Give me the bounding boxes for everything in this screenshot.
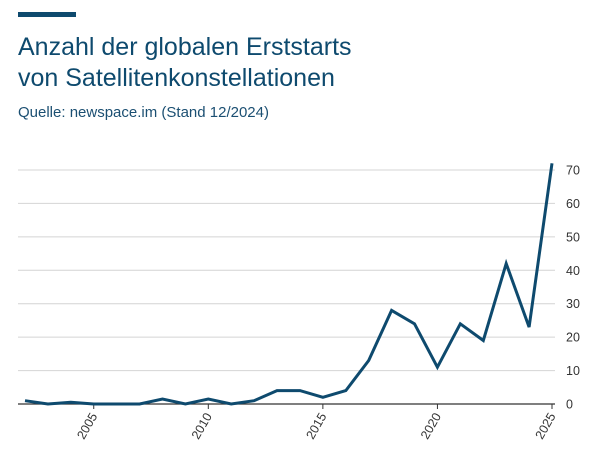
x-tick-label: 2025 <box>533 410 559 441</box>
chart-title-line2: von Satellitenkonstellationen <box>18 64 335 92</box>
x-tick-labels: 2005 2010 2015 2020 2025 <box>74 404 559 442</box>
y-tick-label: 40 <box>566 264 580 278</box>
y-tick-label: 20 <box>566 331 580 345</box>
accent-bar <box>18 12 76 17</box>
chart-title-line1: Anzahl der globalen Erststarts <box>18 33 352 61</box>
y-tick-label: 50 <box>566 230 580 244</box>
y-tick-label: 70 <box>566 164 580 178</box>
y-tick-label: 60 <box>566 197 580 211</box>
x-tick-label: 2015 <box>303 410 329 441</box>
chart-source: Quelle: newspace.im (Stand 12/2024) <box>18 104 269 121</box>
series-layer <box>24 163 554 406</box>
y-tick-label: 0 <box>566 398 573 412</box>
series-line <box>24 163 554 406</box>
y-tick-label: 30 <box>566 297 580 311</box>
y-tick-labels: 0 10 20 30 40 50 60 70 <box>566 164 580 412</box>
x-tick-label: 2005 <box>74 410 100 441</box>
x-tick-label: 2010 <box>189 410 215 441</box>
y-tick-label: 10 <box>566 364 580 378</box>
gridlines <box>18 169 555 405</box>
x-tick-label: 2020 <box>418 410 444 441</box>
chart-title: Anzahl der globalen Erststarts von Satel… <box>18 32 578 94</box>
